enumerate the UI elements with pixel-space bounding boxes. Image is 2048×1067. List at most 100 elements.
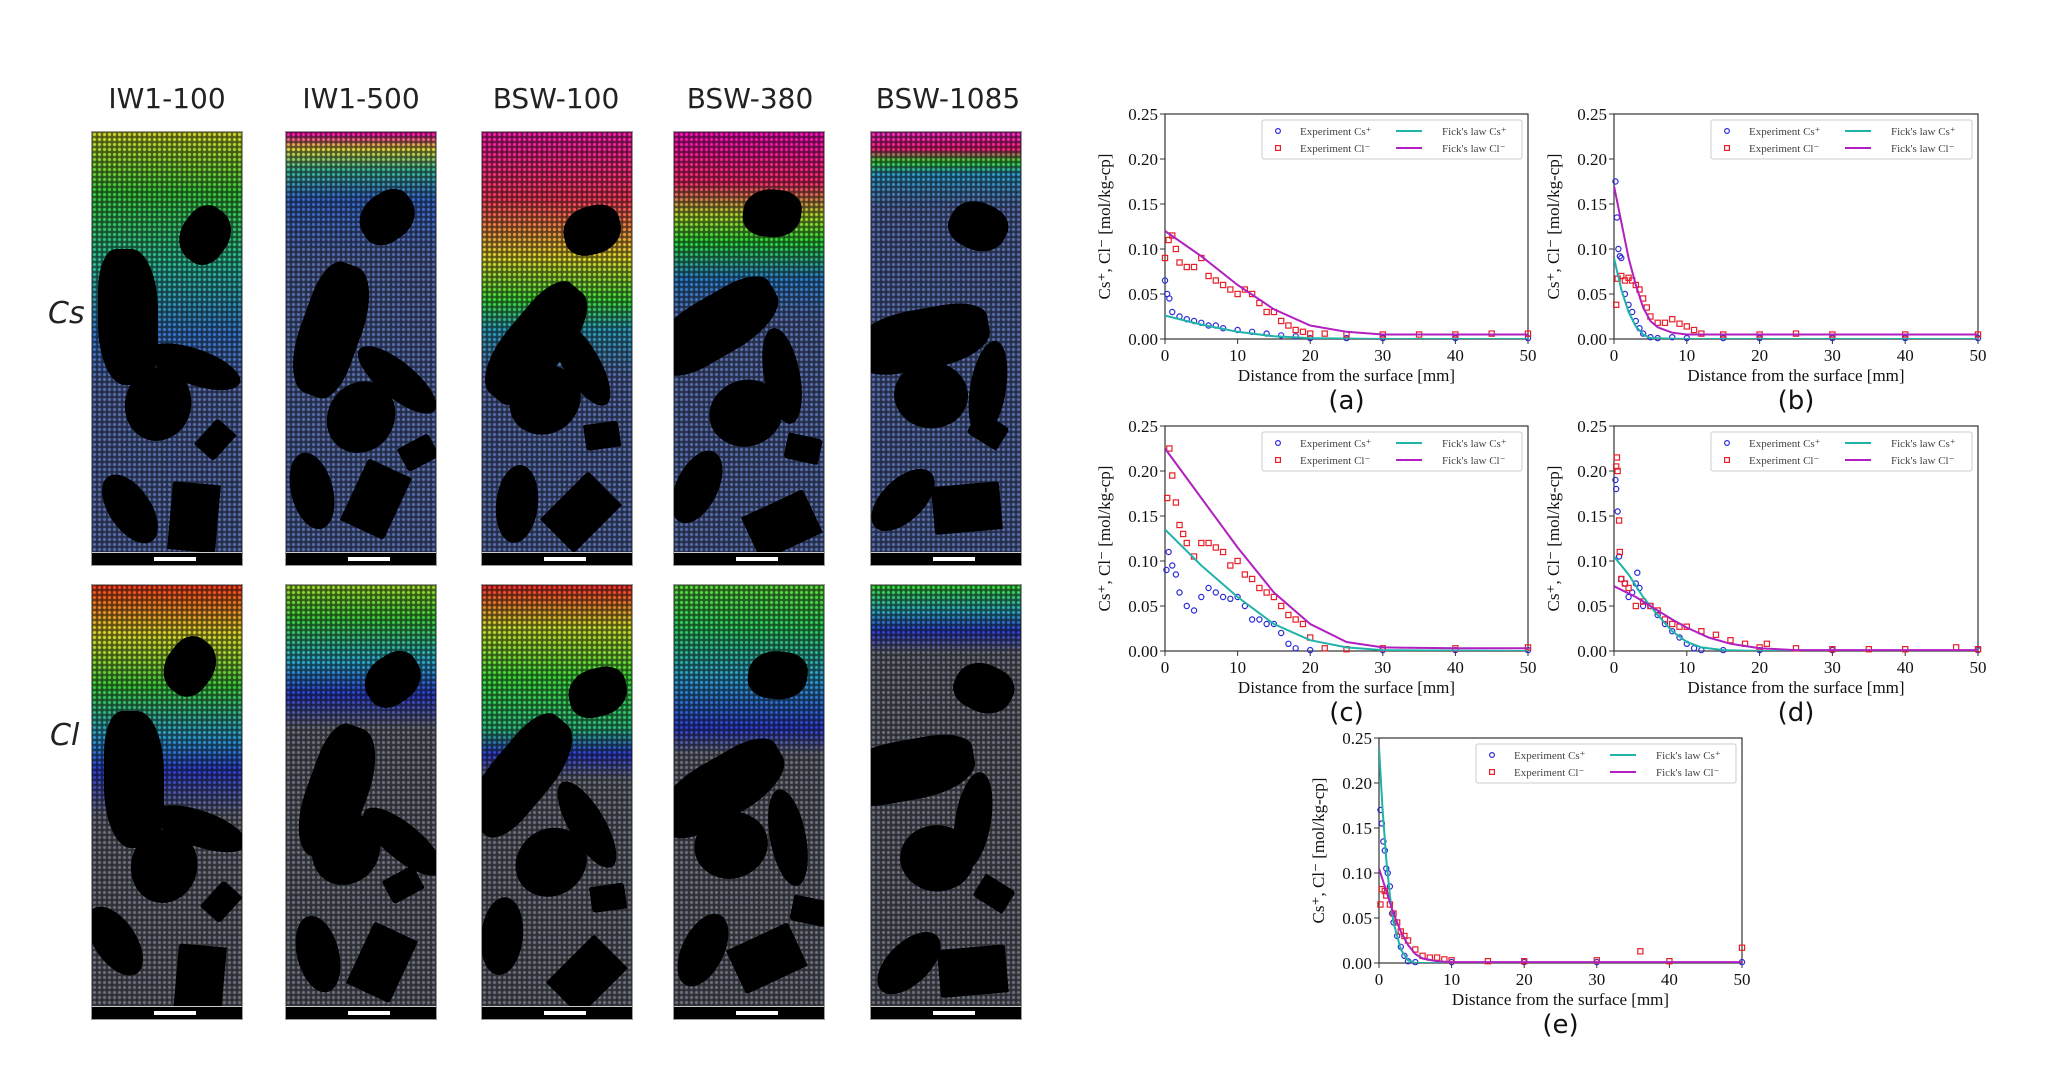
data-point-cl	[1277, 317, 1285, 325]
scale-bar	[286, 552, 436, 565]
x-tick-label: 10	[1678, 346, 1695, 365]
column-label-bsw-100: BSW-100	[492, 82, 620, 115]
data-point-cl	[1647, 602, 1654, 610]
data-point-cl	[1618, 575, 1625, 583]
data-point-cl	[1625, 584, 1632, 592]
y-tick-label: 0.25	[1577, 417, 1607, 436]
data-point-cs	[1277, 332, 1285, 339]
data-point-cs	[1270, 620, 1278, 628]
y-axis-label: Cs⁺, Cl⁻ [mol/kg-cp]	[1544, 154, 1563, 300]
legend: Experiment Cs⁺ Experiment Cl⁻ Fick's law C…	[1710, 119, 1973, 160]
x-tick-label: 30	[1374, 346, 1391, 365]
legend-label: Fick's law Cl⁻	[1442, 143, 1506, 155]
data-point-cs	[1612, 178, 1619, 185]
legend-label: Fick's law Cs⁺	[1656, 750, 1721, 762]
data-point-cs	[1190, 607, 1198, 614]
data-point-cl	[1712, 631, 1720, 639]
data-point-cl	[1172, 499, 1180, 506]
x-tick-label: 0	[1375, 970, 1384, 989]
x-tick-label: 20	[1516, 970, 1533, 989]
data-point-cs	[1256, 616, 1263, 623]
data-point-cs	[1248, 616, 1256, 623]
legend-marker-cs	[1274, 128, 1281, 135]
x-tick-label: 10	[1229, 658, 1246, 677]
scale-bar	[92, 1006, 242, 1019]
y-tick-label: 0.10	[1577, 552, 1607, 571]
data-point-cl	[1172, 245, 1180, 253]
data-point-cl	[1179, 530, 1187, 538]
legend-label: Fick's law Cs⁺	[1442, 126, 1507, 138]
legend-label: Experiment Cs⁺	[1300, 438, 1372, 450]
data-point-cs	[1166, 295, 1173, 302]
legend-marker-cl	[1488, 768, 1495, 775]
legend-marker-cs	[1723, 128, 1730, 135]
data-point-cl	[1183, 539, 1190, 547]
y-tick-label: 0.05	[1128, 285, 1158, 304]
legend-label: Experiment Cl⁻	[1749, 455, 1819, 467]
data-point-cs	[1172, 571, 1180, 578]
epma-map-cs-iw1-500	[285, 131, 437, 566]
data-point-cs	[1615, 553, 1623, 560]
data-point-cl	[1234, 557, 1241, 565]
data-point-cl	[1169, 472, 1176, 479]
data-point-cl	[1321, 330, 1328, 337]
data-point-cl	[1306, 330, 1314, 337]
x-axis-label: Distance from the surface [mm]	[1687, 678, 1904, 697]
data-point-cl	[1292, 616, 1299, 623]
data-point-cs	[1161, 277, 1169, 284]
data-point-cs	[1183, 602, 1190, 610]
x-axis-label: Distance from the surface [mm]	[1238, 678, 1455, 697]
chart-b: 0 10 20 30 40 50 0.00 0.05 0.10 0.15 0.20 0.25 Dista…	[1544, 105, 1987, 416]
data-point-cs	[1612, 476, 1619, 484]
legend-label: Fick's law Cs⁺	[1891, 126, 1956, 138]
legend-label: Experiment Cl⁻	[1300, 143, 1370, 155]
data-point-cl	[1285, 611, 1292, 619]
x-tick-label: 30	[1824, 658, 1841, 677]
x-tick-label: 10	[1678, 658, 1695, 677]
data-point-cs	[1661, 620, 1669, 628]
data-point-cl	[1285, 322, 1292, 329]
data-point-cl	[1683, 323, 1690, 330]
column-label-iw1-500: IW1-500	[302, 82, 420, 115]
data-point-cl	[1615, 517, 1623, 524]
fick-line-cl	[1614, 185, 1978, 336]
legend-box	[1261, 119, 1523, 160]
data-point-cl	[1183, 263, 1190, 271]
data-point-cl	[1219, 548, 1227, 556]
data-point-cl	[1632, 602, 1640, 610]
x-tick-label: 50	[1970, 346, 1987, 365]
x-tick-label: 20	[1751, 346, 1768, 365]
x-tick-label: 20	[1751, 658, 1768, 677]
column-label-bsw-1085: BSW-1085	[875, 82, 1021, 115]
y-tick-label: 0.00	[1128, 330, 1158, 349]
data-point-cl	[1227, 286, 1234, 293]
data-point-cl	[1227, 562, 1234, 569]
fick-line-cs	[1614, 257, 1978, 339]
data-point-cs	[1306, 646, 1314, 654]
data-point-cl	[1377, 901, 1384, 908]
data-point-cl	[1738, 944, 1746, 951]
y-tick-label: 0.20	[1577, 150, 1607, 169]
data-point-cl	[1205, 539, 1212, 547]
data-point-cl	[1621, 580, 1629, 587]
y-axis-label: Cs⁺, Cl⁻ [mol/kg-cp]	[1095, 466, 1114, 612]
data-point-cl	[1241, 286, 1249, 293]
data-point-cl	[1263, 589, 1270, 596]
x-tick-label: 40	[1897, 346, 1914, 365]
fick-line-cs	[1165, 314, 1528, 339]
x-tick-label: 40	[1447, 346, 1464, 365]
legend-box	[1710, 119, 1973, 160]
data-point-cs	[1263, 620, 1270, 628]
data-point-cs	[1234, 593, 1241, 601]
legend: Experiment Cs⁺ Experiment Cl⁻ Fick's law C…	[1710, 431, 1973, 472]
chart-e: 0 10 20 30 40 50 0.00 0.05 0.10 0.15 0.20 0.25 Dista…	[1309, 729, 1751, 1040]
y-tick-label: 0.00	[1128, 642, 1158, 661]
data-point-cl	[1241, 571, 1249, 578]
x-tick-label: 0	[1161, 658, 1170, 677]
x-tick-label: 10	[1443, 970, 1460, 989]
y-tick-label: 0.05	[1128, 597, 1158, 616]
panel-label: (e)	[1542, 1010, 1578, 1040]
data-point-cs	[1277, 629, 1285, 637]
fick-line-cl	[1165, 230, 1528, 336]
legend-marker-cl	[1274, 145, 1281, 152]
